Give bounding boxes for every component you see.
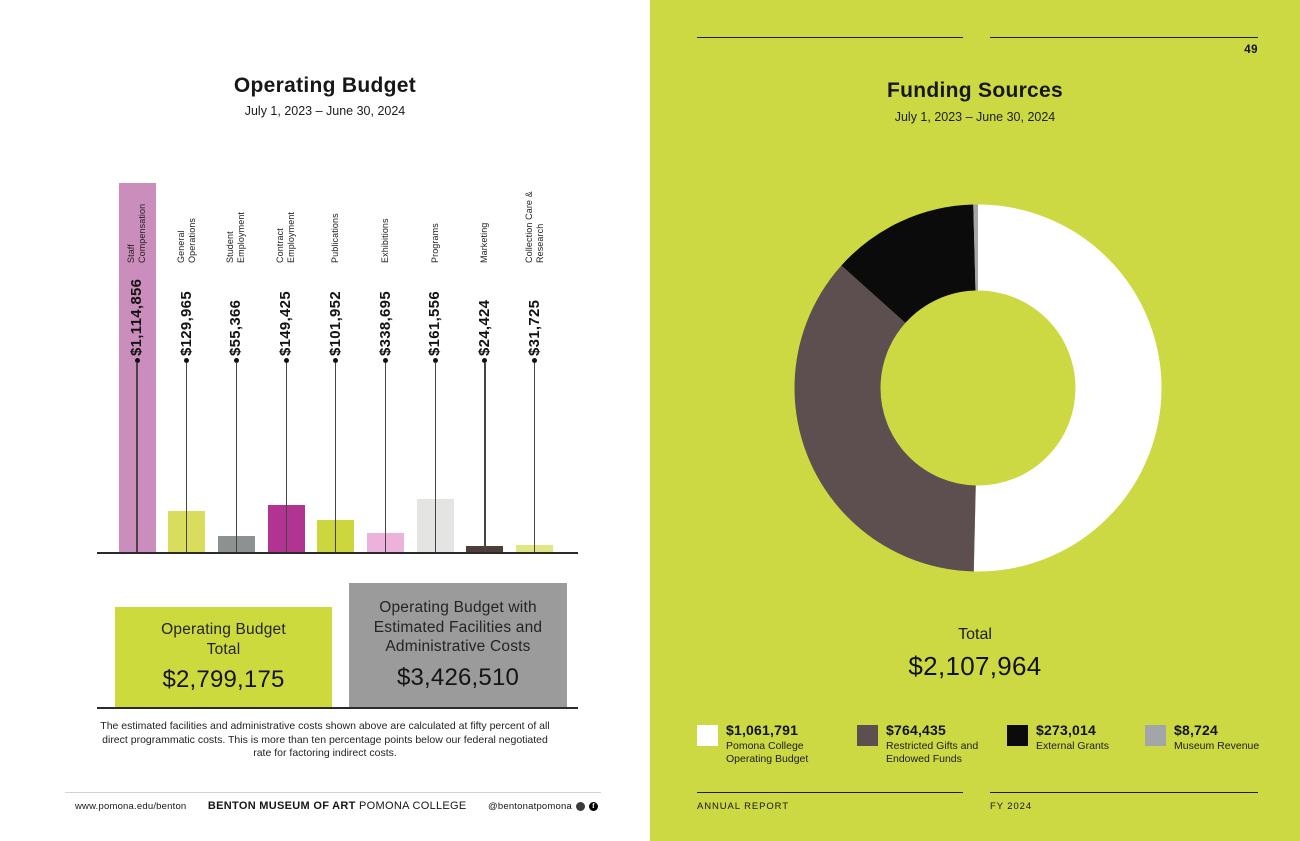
lollipop-line-general-operations [186,363,188,553]
left-page-footer: www.pomona.edu/benton BENTON MUSEUM OF A… [75,800,598,812]
total-box-label-line2: Total [206,640,241,658]
category-label-publications: Publications [330,213,341,263]
legend-item-pomona-college-operating-budget: $1,061,791 Pomona College Operating Budge… [697,722,852,782]
top-rule-left-segment [697,37,963,39]
fa-box-label-line1: Operating Budget with [379,599,537,617]
lollipop-line-marketing [484,363,486,553]
value-label-exhibitions: $338,695 [376,291,394,356]
legend-swatch-pomona-college-operating-budget [697,725,718,746]
value-label-publications: $101,952 [326,291,344,356]
boxes-baseline [97,707,578,709]
lollipop-line-exhibitions [384,363,387,553]
page-operating-budget: Operating Budget July 1, 2023 – June 30,… [65,74,601,812]
legend-swatch-museum-revenue [1145,725,1166,746]
legend-value-pomona-college-operating-budget: $1,061,791 [726,722,799,738]
donut-total-value: $2,107,964 [908,651,1042,681]
page-funding-sources: 49 Funding Sources July 1, 2023 – June 3… [650,0,1300,841]
donut-segment-restricted-gifts-and-endowed-funds [794,204,1162,572]
operating-budget-chart: Staff Compensation $1,114,856 General Operat… [97,183,578,554]
category-label-collection-care-research: Collection Care & Research [523,191,545,263]
fa-box-label-line2: Estimated Facilities and [373,618,543,636]
footer-fy: FY 2024 [990,801,1033,812]
legend-value-restricted-gifts-and-endowed-funds: $764,435 [886,722,946,738]
bottom-rule-left-segment [697,792,963,794]
value-label-collection-care-research: $31,725 [525,299,543,356]
lollipop-dot-collection-care-research [532,358,538,363]
footer-social: @bentonatpomona f [488,801,598,812]
fa-box-label-line3: Administrative Costs [385,638,531,656]
legend-value-museum-revenue: $8,724 [1174,722,1219,738]
footer-brand: BENTON MUSEUM OF ART POMONA COLLEGE [208,800,467,812]
lollipop-dot-programs [432,358,438,363]
footer-brand-museum: BENTON MUSEUM OF ART [207,800,356,812]
total-box-label-line1: Operating Budget [161,621,286,638]
footer-separator [65,792,601,793]
category-label-programs: Programs [429,223,440,263]
category-label-student-employment: Student Employment [225,211,247,263]
footer-annual-report: ANNUAL REPORT [697,801,789,812]
top-rule-right-segment [990,37,1258,39]
value-label-contract-employment: $149,425 [277,291,295,356]
legend-value-external-grants: $273,014 [1036,722,1096,738]
lollipop-dot-exhibitions [383,358,388,363]
donut-total-label: Total [958,626,992,643]
value-label-staff-compensation: $1,114,856 [128,278,145,356]
category-label-exhibitions: Exhibitions [380,218,390,263]
fa-box-value: $3,426,510 [396,663,520,691]
instagram-icon [575,801,585,811]
lollipop-dot-staff-compensation [134,358,140,363]
page-title: Funding Sources [886,79,1063,102]
footnote: The estimated facilities and administrat… [100,720,550,759]
page-subtitle: July 1, 2023 – June 30, 2024 [894,110,1056,124]
legend-item-restricted-gifts-and-endowed-funds: $764,435 Restricted Gifts and Endowed Fun… [857,722,1012,782]
x-axis-line [97,552,578,554]
category-label-marketing: Marketing [479,222,490,263]
lollipop-line-programs [434,363,436,553]
page-title: Operating Budget [233,74,417,97]
facebook-icon: f [588,801,598,811]
lollipop-dot-marketing [482,358,488,363]
lollipop-line-collection-care-research [534,363,536,553]
lollipop-dot-contract-employment [283,358,289,363]
lollipop-line-staff-compensation [136,363,138,553]
donut-segment-museum-revenue [794,204,1162,572]
value-label-programs: $161,556 [426,291,444,356]
legend-item-external-grants: $273,014 External Grants [1007,722,1162,782]
value-label-marketing: $24,424 [475,299,493,356]
legend-swatch-restricted-gifts-and-endowed-funds [857,725,878,746]
lollipop-line-student-employment [235,363,238,553]
lollipop-line-publications [335,363,337,553]
category-label-staff-compensation: Staff Compensation [126,203,147,263]
category-label-general-operations: General Operations [175,217,197,263]
operating-budget-total-box: Operating Budget Total $2,799,175 [115,607,332,707]
legend-label-external-grants: External Grants [1036,740,1109,752]
page-number: 49 [1244,44,1258,56]
value-label-general-operations: $129,965 [177,291,195,356]
funding-sources-donut-chart [794,204,1162,572]
legend-label-restricted-gifts-and-endowed-funds: Restricted Gifts and Endowed Funds [886,740,979,765]
bottom-rule-right-segment [990,792,1258,794]
page-subtitle: July 1, 2023 – June 30, 2024 [244,104,406,118]
value-label-student-employment: $55,366 [227,299,245,356]
legend-label-museum-revenue: Museum Revenue [1174,740,1260,752]
total-box-value: $2,799,175 [162,666,285,693]
footer-social-handle: @bentonatpomona [488,800,572,812]
lollipop-dot-student-employment [233,358,239,363]
lollipop-dot-publications [333,358,339,363]
footer-brand-college: POMONA COLLEGE [355,800,467,812]
facilities-costs-box: Operating Budget with Estimated Faciliti… [349,583,567,707]
lollipop-line-contract-employment [285,363,287,553]
legend-swatch-external-grants [1007,725,1028,746]
category-label-contract-employment: Contract Employment [275,211,297,263]
legend-item-museum-revenue: $8,724 Museum Revenue [1145,722,1300,782]
legend-label-pomona-college-operating-budget: Pomona College Operating Budget [726,740,809,765]
footer-url: www.pomona.edu/benton [75,800,187,812]
lollipop-dot-general-operations [184,358,190,363]
